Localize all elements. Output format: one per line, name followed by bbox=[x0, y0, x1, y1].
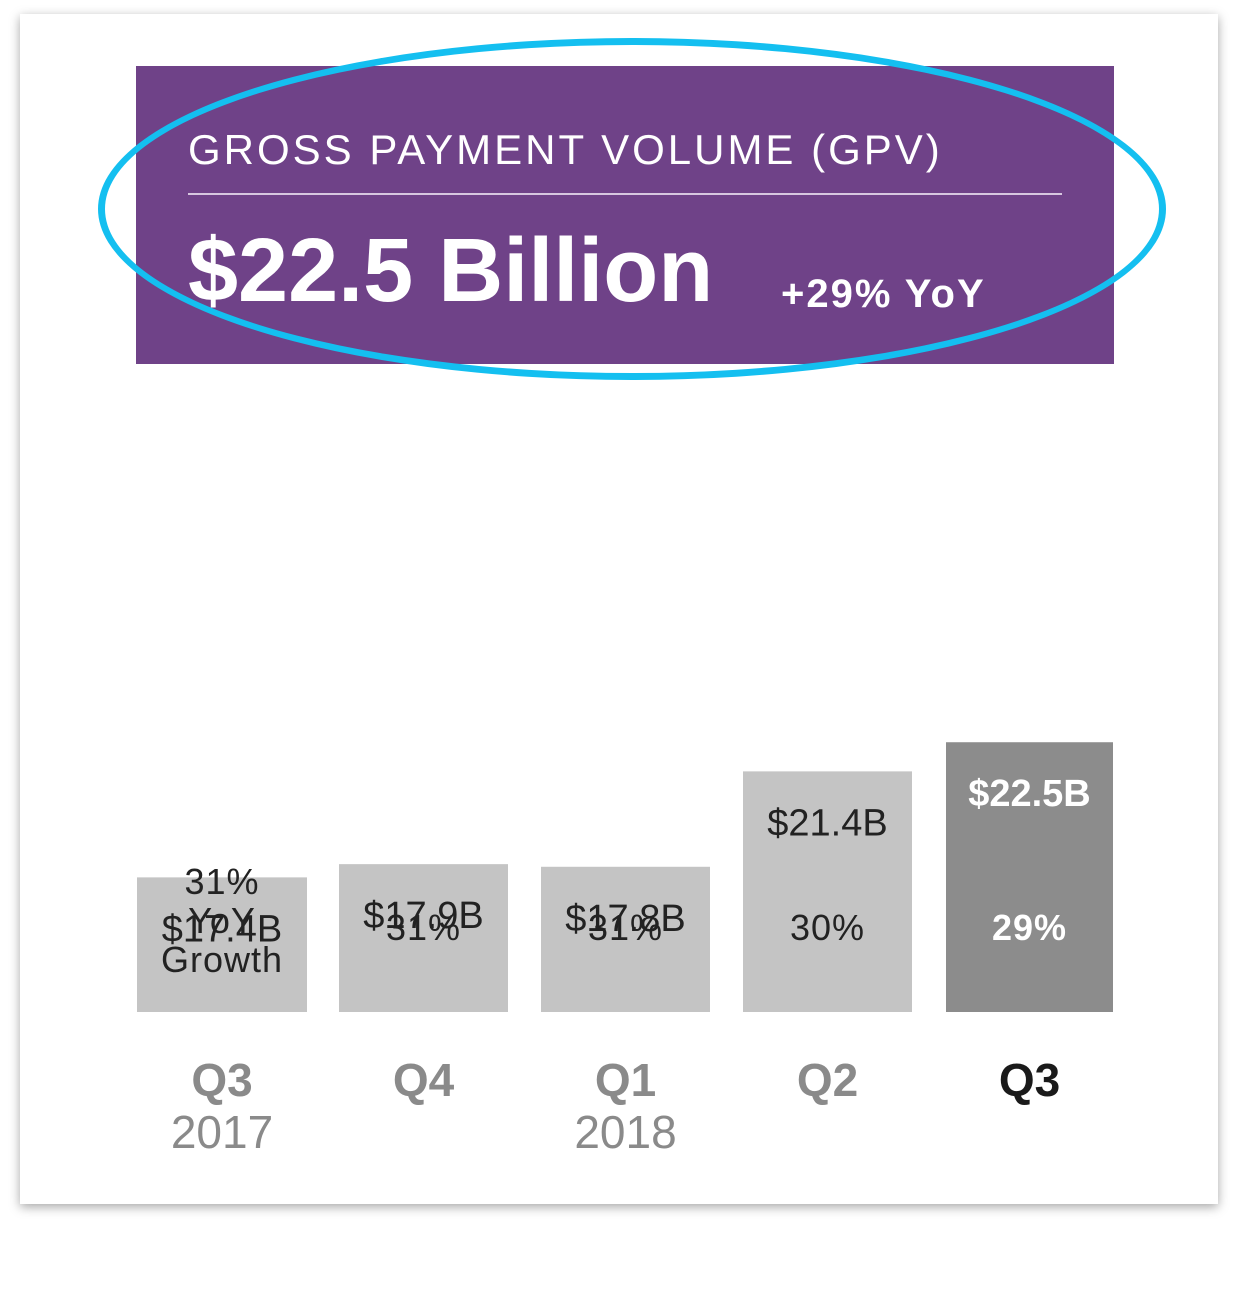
bar-value-label: $22.5B bbox=[968, 773, 1091, 815]
gpv-banner: GROSS PAYMENT VOLUME (GPV) $22.5 Billion… bbox=[136, 66, 1114, 364]
bar-growth-label: 31% bbox=[588, 907, 663, 948]
x-tick-year: 2017 bbox=[171, 1106, 273, 1158]
bar-growth-label: 30% bbox=[790, 907, 865, 948]
bar bbox=[946, 742, 1113, 1012]
bar-value-label: $21.4B bbox=[767, 802, 887, 844]
bar bbox=[743, 771, 912, 1012]
banner-title: GROSS PAYMENT VOLUME (GPV) bbox=[188, 126, 943, 173]
bar-value-label: $17.4B bbox=[162, 908, 282, 950]
bar-growth-label: 29% bbox=[992, 907, 1067, 948]
bar-growth-label: 31% bbox=[386, 907, 461, 948]
bar-value-label: $17.8B bbox=[565, 898, 685, 940]
banner-divider bbox=[188, 193, 1062, 195]
x-tick-quarter: Q4 bbox=[393, 1054, 455, 1106]
bar bbox=[339, 864, 508, 1012]
bar-growth-label: Growth bbox=[161, 939, 283, 980]
bar-value-label: $17.9B bbox=[363, 895, 483, 937]
bar-growth-label: 31% bbox=[184, 861, 259, 902]
x-tick-quarter: Q3 bbox=[191, 1054, 252, 1106]
bar bbox=[137, 877, 307, 1012]
x-tick-quarter: Q1 bbox=[595, 1054, 656, 1106]
x-tick-year: 2018 bbox=[574, 1106, 676, 1158]
banner-value: $22.5 Billion bbox=[188, 221, 714, 321]
bar-growth-label: YoY bbox=[188, 900, 256, 941]
banner-yoy-growth: +29% YoY bbox=[781, 272, 986, 316]
x-tick-quarter: Q2 bbox=[797, 1054, 858, 1106]
x-tick-quarter: Q3 bbox=[999, 1054, 1060, 1106]
bar bbox=[541, 866, 710, 1012]
